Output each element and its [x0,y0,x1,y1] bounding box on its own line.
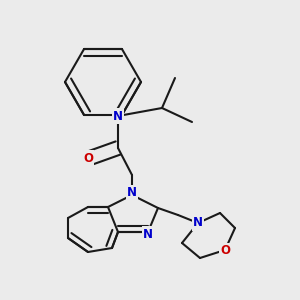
Text: N: N [113,110,123,122]
Text: O: O [83,152,93,164]
Text: N: N [143,227,153,241]
Text: N: N [193,217,203,230]
Text: O: O [220,244,230,257]
Text: N: N [127,187,137,200]
